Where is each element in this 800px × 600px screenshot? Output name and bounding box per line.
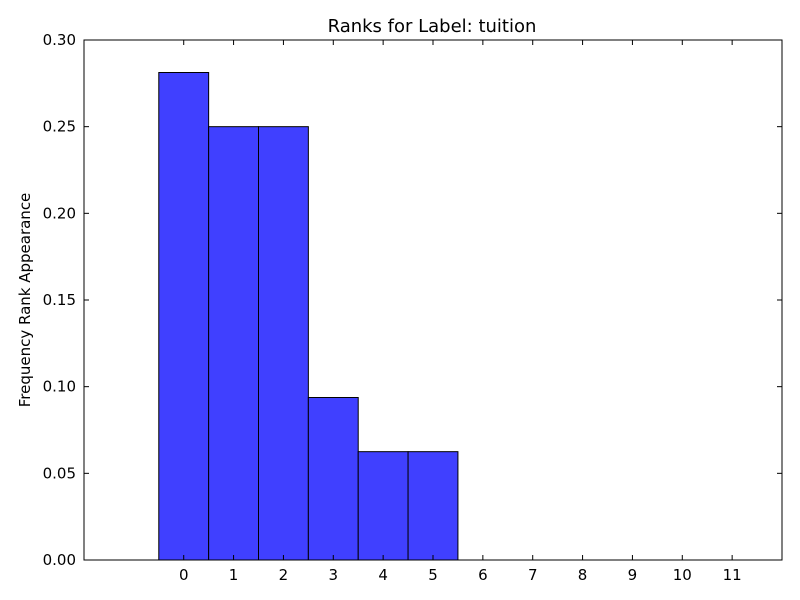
x-tick-label-4: 4 [378, 566, 388, 584]
bar-2 [258, 126, 309, 561]
bar-0 [158, 72, 210, 561]
y-tick-label-0.00: 0.00 [43, 551, 76, 569]
x-tick-label-0: 0 [179, 566, 189, 584]
y-tick-label-0.10: 0.10 [43, 378, 76, 396]
x-tick-label-11: 11 [723, 566, 742, 584]
y-axis-label: Frequency Rank Appearance [16, 193, 34, 408]
ticks-group: 0 1 2 3 4 5 6 7 8 9 10 11 0.00 0.05 0.10 0.15 0.20 0.25 0.… [43, 31, 782, 584]
x-tick-label-8: 8 [578, 566, 588, 584]
chart-title: Ranks for Label: tuition [328, 16, 537, 37]
bar-5 [407, 451, 459, 561]
x-tick-label-6: 6 [478, 566, 488, 584]
x-tick-label-5: 5 [428, 566, 438, 584]
y-tick-label-0.20: 0.20 [43, 204, 76, 222]
y-tick-label-0.05: 0.05 [43, 464, 76, 482]
y-tick-label-0.30: 0.30 [43, 31, 76, 49]
x-tick-label-10: 10 [673, 566, 692, 584]
plot-frame [83, 39, 783, 561]
bar-3 [307, 397, 359, 561]
bar-4 [357, 451, 409, 561]
bars-group [158, 72, 459, 561]
x-tick-label-1: 1 [229, 566, 239, 584]
bar-1 [208, 126, 259, 561]
y-tick-label-0.15: 0.15 [43, 291, 76, 309]
x-tick-label-9: 9 [628, 566, 638, 584]
x-tick-label-3: 3 [329, 566, 339, 584]
x-tick-label-2: 2 [279, 566, 289, 584]
y-tick-label-0.25: 0.25 [43, 118, 76, 136]
x-tick-label-7: 7 [528, 566, 538, 584]
